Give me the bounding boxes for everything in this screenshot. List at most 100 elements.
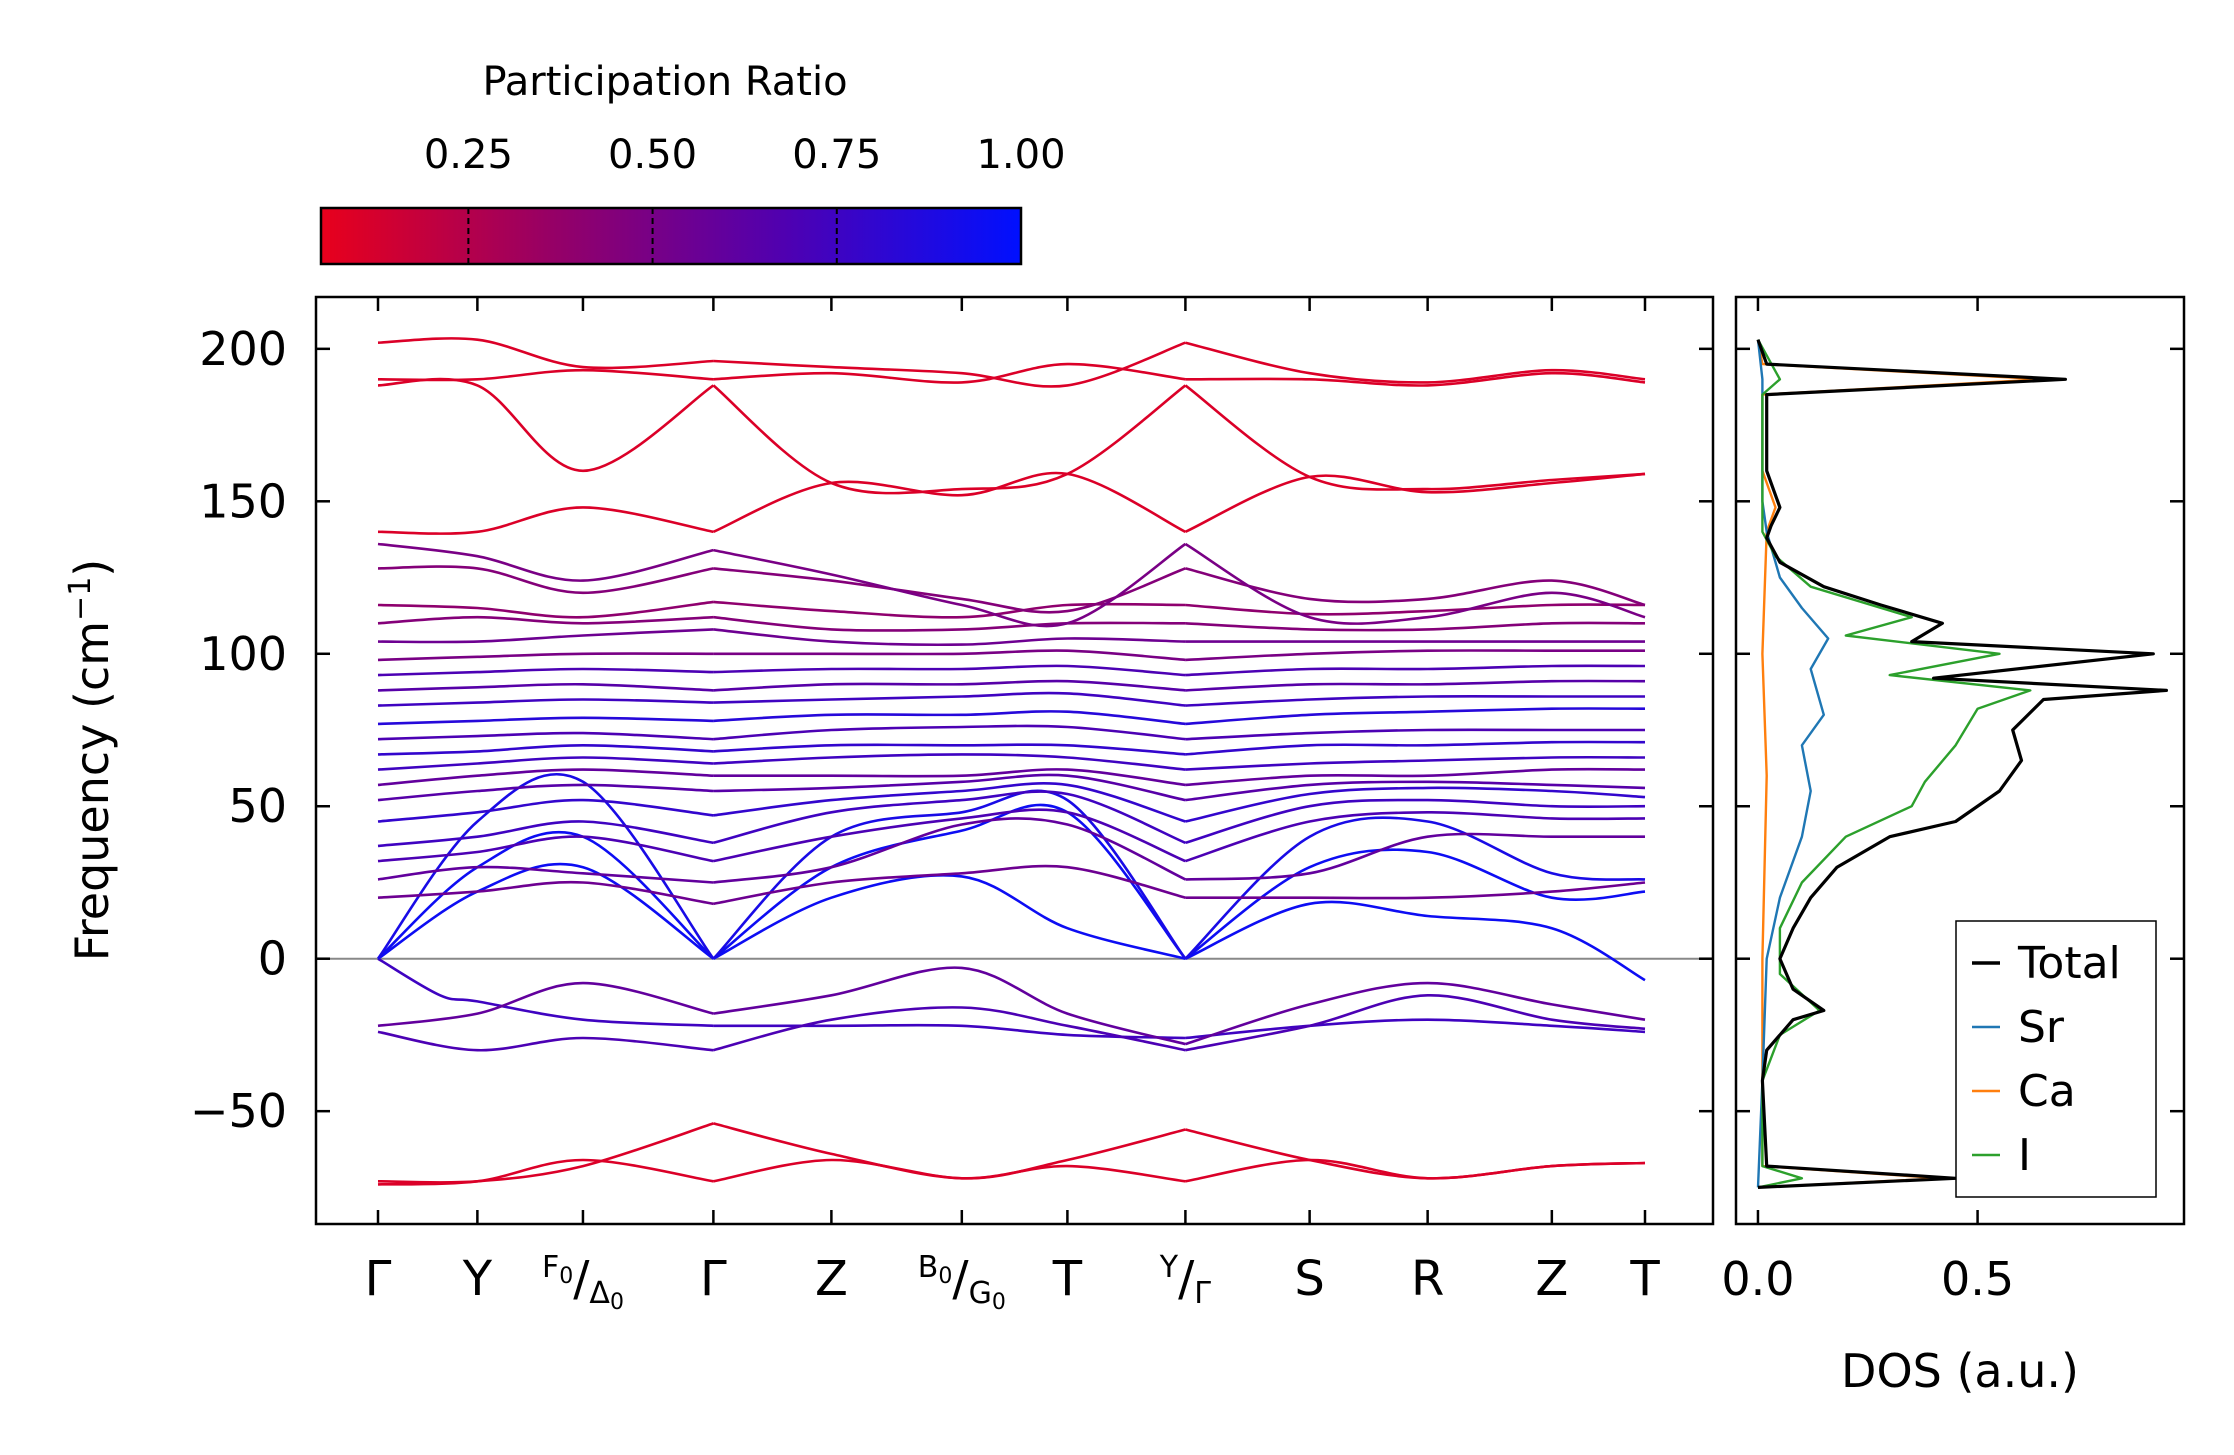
legend-label-sr: Sr xyxy=(2018,1002,2065,1053)
colorbar: Participation Ratio 0.25 0.50 0.75 1.00 xyxy=(319,59,1066,266)
phonon-band-optic-88 xyxy=(377,682,714,692)
phonon-band-optic-67 xyxy=(377,743,714,756)
k-label-bottom: Γ xyxy=(1194,1276,1211,1311)
phonon-band-optic-93 xyxy=(1185,664,1646,677)
phonon-band-optic-57 xyxy=(1185,767,1646,787)
k-point-label: Γ xyxy=(365,1251,392,1307)
phonon-band-optic-72 xyxy=(377,731,714,741)
phonon-band-optic-88 xyxy=(713,679,1186,692)
phonon-band-optic-93 xyxy=(377,667,714,677)
k-point-label: Z xyxy=(1535,1251,1568,1307)
k-label-bottom-sub: 0 xyxy=(992,1290,1006,1315)
phonon-band-optic-52 xyxy=(377,783,714,802)
phonon-band-optic-110 xyxy=(713,615,1186,632)
legend-label-i: I xyxy=(2018,1130,2031,1181)
phonon-band-optic-104 xyxy=(713,628,1186,647)
phonon-band-optic-37 xyxy=(713,790,1186,845)
y-axis-label-close: ) xyxy=(65,559,119,577)
phonon-band-acoustic-1 xyxy=(1184,900,1646,982)
colorbar-tick-label: 0.25 xyxy=(424,132,513,178)
phonon-band-optic-20 xyxy=(377,880,714,906)
phonon-band-optic-72 xyxy=(1185,728,1645,741)
dos-series-sr xyxy=(1756,339,1830,1188)
k-label-bottom: Δ xyxy=(589,1276,610,1311)
k-label-top-sub: 0 xyxy=(938,1264,952,1289)
phonon-band-optic-20 xyxy=(1185,881,1646,900)
k-point-label-compound: Y/Γ xyxy=(1159,1250,1212,1311)
phonon-band-optic-128 xyxy=(713,567,1186,614)
phonon-band-low-neg-74 xyxy=(713,1158,1186,1183)
phonon-band-soft-mode-1 xyxy=(713,966,1186,1046)
k-point-label: Y xyxy=(462,1251,493,1307)
phonon-band-soft-mode-2 xyxy=(1185,993,1646,1052)
phonon-band-high-190 xyxy=(1185,371,1646,387)
k-label-top: F xyxy=(542,1250,559,1285)
dos-legend: Total Sr Ca I xyxy=(1955,920,2157,1198)
phonon-band-optic-110 xyxy=(377,615,714,625)
k-label-top: Y xyxy=(1159,1250,1179,1285)
phonon-band-low-neg-73 xyxy=(377,1122,714,1184)
legend-label-ca: Ca xyxy=(2018,1066,2076,1117)
phonon-band-acoustic-2 xyxy=(377,830,715,960)
phonon-band-optic-45 xyxy=(377,798,714,823)
phonon-band-optic-128 xyxy=(1185,567,1646,607)
phonon-band-high-188 xyxy=(712,384,1187,495)
phonon-band-optic-32 xyxy=(377,835,714,863)
phonon-band-optic-25 xyxy=(377,865,714,884)
phonon-band-acoustic-3 xyxy=(712,789,1187,960)
dos-x-axis-label: DOS (a.u.) xyxy=(1841,1344,2079,1398)
phonon-band-acoustic-1 xyxy=(377,862,715,960)
phonon-band-high-190 xyxy=(713,362,1186,384)
phonon-band-soft-mode-1 xyxy=(1185,981,1646,1046)
phonon-band-optic-67 xyxy=(1185,740,1646,756)
phonon-band-acoustic-2 xyxy=(1184,848,1646,960)
phonon-band-high-188 xyxy=(1184,384,1646,491)
phonon-band-high-202 xyxy=(377,337,714,370)
phonon-band-high-140 xyxy=(712,471,1186,534)
phonon-band-optic-93 xyxy=(713,664,1186,677)
phonon-band-optic-37 xyxy=(1185,798,1646,845)
dos-panel: 0.0 0.5 DOS (a.u.) Total Sr Ca I xyxy=(1721,295,2186,1398)
y-tick-label: 150 xyxy=(199,474,287,528)
phonon-band-optic-20 xyxy=(713,864,1186,906)
phonon-band-acoustic-low-soft xyxy=(377,957,714,1028)
k-point-label-compound: F0/Δ0 xyxy=(542,1250,624,1315)
k-point-label: T xyxy=(1629,1251,1660,1307)
phonon-band-optic-83 xyxy=(1185,694,1646,707)
y-tick-label: −50 xyxy=(190,1084,287,1138)
phonon-band-optic-98 xyxy=(1185,649,1645,662)
k-point-label: T xyxy=(1052,1251,1083,1307)
phonon-band-soft-mode-1 xyxy=(377,981,714,1028)
phonon-band-optic-32 xyxy=(1185,810,1646,863)
phonon-band-optic-52 xyxy=(713,773,1186,802)
y-axis-label-text: Frequency (cm xyxy=(65,621,119,961)
phonon-band-optic-136 xyxy=(713,542,1187,628)
phonon-band-optic-77 xyxy=(1185,707,1646,726)
phonon-band-optic-37 xyxy=(377,820,714,848)
phonon-band-optic-52 xyxy=(1185,780,1646,802)
phonon-band-optic-25 xyxy=(1185,832,1645,881)
phonon-band-optic-136 xyxy=(1184,542,1646,625)
band-plot-area xyxy=(316,297,1713,1224)
phonon-band-acoustic-3 xyxy=(1184,816,1646,960)
k-label-bottom-sub: 0 xyxy=(610,1290,624,1315)
phonon-band-optic-62 xyxy=(377,756,714,771)
dos-plot-frame xyxy=(1734,295,2186,1226)
phonon-band-optic-116 xyxy=(1185,603,1646,616)
phonon-band-acoustic-1 xyxy=(712,873,1186,960)
k-label-bottom: G xyxy=(969,1276,992,1311)
phonon-band-soft-mode-2 xyxy=(377,1030,714,1052)
dos-x-tick-label: 0.5 xyxy=(1941,1252,2014,1306)
colorbar-tick-label: 1.00 xyxy=(976,132,1065,178)
k-point-label: Γ xyxy=(700,1251,727,1307)
colorbar-tick-label: 0.50 xyxy=(608,132,697,178)
k-label-top-sub: 0 xyxy=(559,1264,573,1289)
y-axis-label-sup: −1 xyxy=(63,577,98,621)
phonon-band-acoustic-2 xyxy=(712,803,1187,960)
k-label-top: B xyxy=(918,1250,939,1285)
phonon-band-optic-67 xyxy=(713,743,1186,756)
phonon-band-optic-136 xyxy=(377,542,714,582)
phonon-band-high-202 xyxy=(713,341,1186,388)
phonon-band-acoustic-low-soft xyxy=(713,1023,1186,1040)
